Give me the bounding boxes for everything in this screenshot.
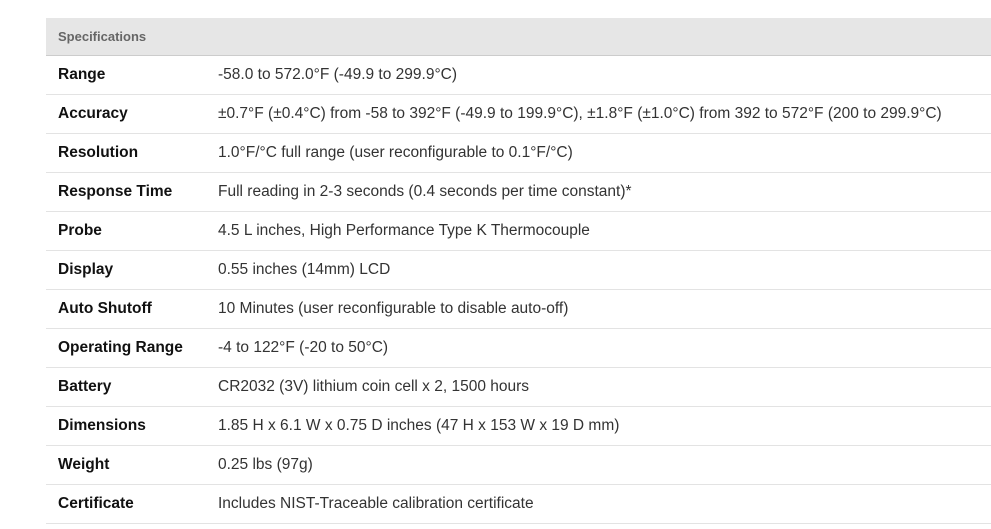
spec-row: Probe 4.5 L inches, High Performance Type… (46, 212, 991, 251)
spec-row: Display 0.55 inches (14mm) LCD (46, 251, 991, 290)
spec-row: Weight 0.25 lbs (97g) (46, 446, 991, 485)
spec-value: 1.0°F/°C full range (user reconfigurable… (218, 144, 573, 161)
spec-row: Resolution 1.0°F/°C full range (user reco… (46, 134, 991, 173)
spec-label: Operating Range (58, 339, 183, 356)
spec-label: Display (58, 261, 114, 278)
spec-row: Battery CR2032 (3V) lithium coin cell x 2… (46, 368, 991, 407)
spec-label: Auto Shutoff (58, 300, 152, 317)
spec-row: Dimensions 1.85 H x 6.1 W x 0.75 D inches… (46, 407, 991, 446)
spec-value: 0.25 lbs (97g) (218, 456, 313, 473)
spec-label: Response Time (58, 183, 173, 200)
spec-row: Operating Range -4 to 122°F (-20 to 50°C) (46, 329, 991, 368)
spec-label: Battery (58, 378, 112, 395)
spec-value: -4 to 122°F (-20 to 50°C) (218, 339, 389, 356)
spec-value: 10 Minutes (user reconfigurable to disab… (218, 300, 569, 317)
table-body: Range -58.0 to 572.0°F (-49.9 to 299.9°C)… (46, 56, 991, 524)
spec-row: Range -58.0 to 572.0°F (-49.9 to 299.9°C) (46, 56, 991, 95)
spec-value: Full reading in 2-3 seconds (0.4 seconds… (218, 183, 632, 200)
spec-value: ±0.7°F (±0.4°C) from -58 to 392°F (-49.9… (218, 105, 942, 122)
spec-value: 4.5 L inches, High Performance Type K Th… (218, 222, 590, 239)
spec-label: Weight (58, 456, 110, 473)
table-title: Specifications (46, 18, 991, 56)
spec-value: -58.0 to 572.0°F (-49.9 to 299.9°C) (218, 66, 458, 83)
spec-row: Auto Shutoff 10 Minutes (user reconfigura… (46, 290, 991, 329)
spec-value: 0.55 inches (14mm) LCD (218, 261, 391, 278)
spec-label: Dimensions (58, 417, 146, 434)
spec-table: Specifications Range -58.0 to 572.0°F (-4… (46, 18, 991, 524)
spec-value: CR2032 (3V) lithium coin cell x 2, 1500 … (218, 378, 530, 395)
spec-row: Response Time Full reading in 2-3 seconds… (46, 173, 991, 212)
spec-label: Accuracy (58, 105, 128, 122)
spec-label: Certificate (58, 495, 134, 512)
spec-value: Includes NIST-Traceable calibration cert… (218, 495, 534, 512)
spec-row: Certificate Includes NIST-Traceable calib… (46, 485, 991, 524)
spec-value: 1.85 H x 6.1 W x 0.75 D inches (47 H x 1… (218, 417, 620, 434)
spec-label: Resolution (58, 144, 139, 161)
spec-row: Accuracy ±0.7°F (±0.4°C) from -58 to 392°… (46, 95, 991, 134)
spec-label: Probe (58, 222, 102, 239)
spec-label: Range (58, 66, 106, 83)
